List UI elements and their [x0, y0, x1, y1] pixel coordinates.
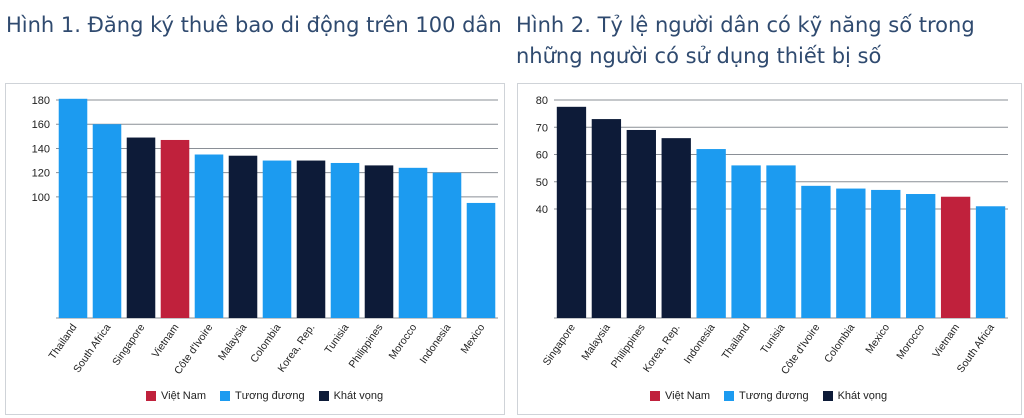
x-tick-label: Philippines — [609, 322, 648, 370]
y-tick-label: 120 — [32, 168, 50, 180]
bar — [975, 206, 1006, 318]
x-tick-label: Philippines — [346, 322, 385, 370]
legend-swatch-comparable — [220, 391, 231, 401]
bar — [591, 119, 622, 318]
y-tick-label: 100 — [32, 192, 50, 204]
bar — [398, 167, 428, 318]
legend-swatch-comparable — [724, 391, 735, 401]
y-tick-label: 50 — [536, 177, 548, 189]
bar — [364, 165, 394, 318]
legend-swatch-vietnam — [146, 391, 156, 401]
x-tick-label: Tunisia — [322, 322, 351, 356]
legend-label-comparable: Tương đương — [739, 390, 809, 402]
bar — [766, 165, 796, 318]
bar — [906, 194, 936, 318]
bar — [836, 188, 866, 318]
bar — [466, 202, 496, 318]
chart-2-legend: Việt Nam Tương đương Khát vọng — [650, 390, 887, 402]
legend-label-aspirational: Khát vọng — [837, 390, 888, 402]
bar — [801, 185, 831, 318]
chart-2-title: Hình 2. Tỷ lệ người dân có kỹ năng số tr… — [516, 13, 975, 68]
legend-swatch-vietnam — [650, 391, 660, 401]
y-tick-label: 160 — [32, 119, 50, 131]
chart-1-legend: Việt Nam Tương đương Khát vọng — [146, 390, 383, 402]
x-tick-label: Morocco — [894, 322, 927, 362]
x-tick-label: Mexico — [459, 322, 488, 356]
bar — [556, 106, 587, 318]
bar — [296, 160, 326, 318]
x-tick-label: Indonesia — [682, 322, 718, 366]
bar — [871, 189, 901, 318]
x-tick-label: Singapore — [110, 322, 147, 368]
x-tick-label: Vietnam — [930, 322, 962, 360]
bar — [262, 160, 292, 318]
x-tick-label: Singapore — [541, 322, 578, 368]
legend-label-comparable: Tương đương — [235, 390, 305, 402]
x-tick-label: Colombia — [248, 322, 283, 365]
bar — [160, 139, 190, 318]
x-tick-label: Morocco — [387, 322, 420, 362]
chart-1-title: Hình 1. Đăng ký thuê bao di động trên 10… — [6, 13, 502, 37]
y-tick-label: 80 — [536, 95, 548, 107]
legend-item-aspirational: Khát vọng — [822, 390, 888, 402]
bar — [194, 154, 224, 318]
legend-item-comparable: Tương đương — [724, 390, 809, 402]
bar — [228, 155, 258, 318]
bar — [731, 165, 761, 318]
bar — [58, 98, 88, 319]
y-tick-label: 40 — [536, 204, 548, 216]
bar — [432, 172, 462, 318]
legend-label-vietnam: Việt Nam — [665, 390, 711, 402]
x-tick-label: Malaysia — [579, 322, 613, 363]
bar — [126, 137, 156, 318]
x-tick-label: Thailand — [720, 322, 753, 362]
y-tick-label: 140 — [32, 143, 50, 155]
legend-item-aspirational: Khát vọng — [318, 390, 384, 402]
bar — [626, 129, 656, 318]
bar — [92, 124, 122, 318]
y-tick-label: 60 — [536, 150, 548, 162]
x-tick-label: Mexico — [863, 322, 892, 356]
bar — [696, 149, 726, 318]
x-tick-label: Tunisia — [758, 322, 787, 356]
bar — [330, 162, 360, 318]
x-tick-label: Indonesia — [418, 322, 454, 366]
legend-label-vietnam: Việt Nam — [161, 390, 207, 402]
legend-label-aspirational: Khát vọng — [333, 390, 384, 402]
legend-item-vietnam: Việt Nam — [650, 390, 710, 402]
legend-item-comparable: Tương đương — [220, 390, 305, 402]
legend-item-vietnam: Việt Nam — [146, 390, 206, 402]
chart-1-panel: 100 120 140 160 180 Thailand South Africa Singa… — [5, 83, 505, 415]
legend-swatch-aspirational — [822, 391, 833, 401]
chart-2-panel: 40 50 60 70 80 Singapore Malaysia Philippines Ko… — [517, 83, 1022, 415]
x-tick-label: Vietnam — [150, 322, 182, 360]
y-tick-label: 180 — [32, 95, 50, 107]
y-tick-label: 70 — [536, 122, 548, 134]
bar — [661, 138, 691, 318]
x-tick-label: Colombia — [822, 322, 857, 365]
x-tick-label: Thailand — [47, 322, 80, 362]
bar — [940, 196, 971, 318]
x-tick-label: Malaysia — [216, 322, 250, 363]
legend-swatch-aspirational — [318, 391, 329, 401]
